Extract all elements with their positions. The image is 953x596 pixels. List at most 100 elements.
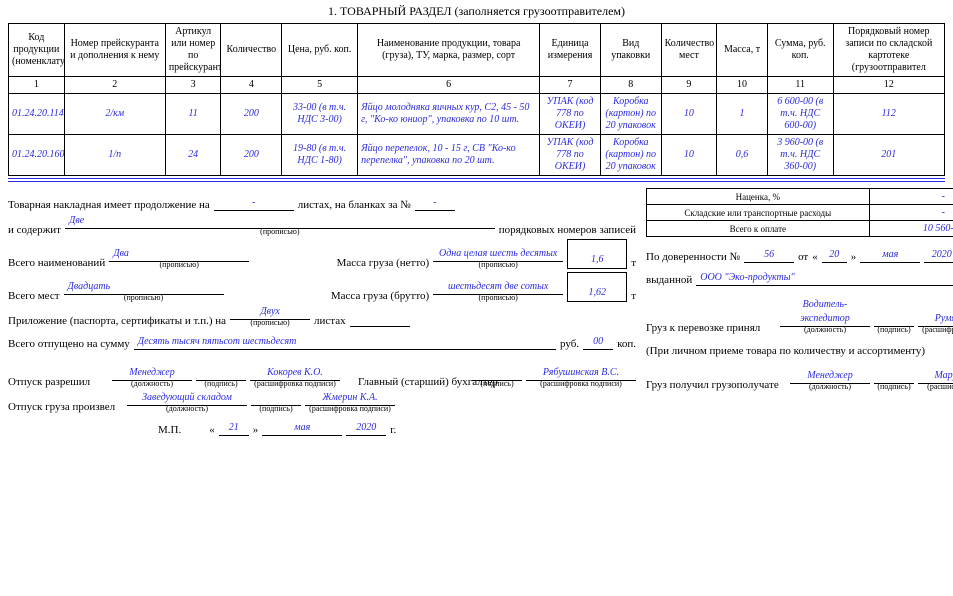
- recv-prefix: Груз получил грузополучате: [646, 379, 786, 391]
- table-row: 01.24.20.1142/км1120033-00 (в т.ч. НДС 3…: [9, 94, 945, 135]
- personal: (При личном приеме товара по количеству …: [646, 345, 925, 357]
- cell: 1: [717, 94, 768, 135]
- sig-cap: (подпись): [480, 380, 513, 388]
- dov-ot: от: [798, 251, 808, 263]
- chief: Главный (старший) бухгалтер: [358, 376, 468, 388]
- n2: 2: [64, 77, 165, 94]
- n9: 9: [661, 77, 717, 94]
- month: мая: [262, 421, 342, 436]
- cell: 1/п: [64, 135, 165, 176]
- cell: 0,6: [717, 135, 768, 176]
- goods-table: Код продукции (номенклатурный Номер прей…: [8, 23, 945, 176]
- table-row: 01.24.20.1601/п2420019-80 (в т.ч. НДС 1-…: [9, 135, 945, 176]
- year: 2020: [346, 421, 386, 436]
- name-cap: (расшифровка подписи): [922, 326, 953, 334]
- mass-net: Масса груза (нетто): [337, 257, 430, 269]
- dov-year: 2020: [924, 248, 953, 263]
- transport-val: -: [869, 205, 953, 221]
- h12: Порядковый номер записи по складской кар…: [833, 24, 944, 77]
- cell: 11: [165, 94, 221, 135]
- q1: «: [209, 424, 215, 436]
- propisyu-cap: (прописью): [124, 294, 163, 302]
- mass-gross-num: 1,62: [567, 272, 627, 302]
- pos-cap: (должность): [809, 383, 851, 391]
- cell: 3 960-00 (в т.ч. НДС 360-00): [767, 135, 833, 176]
- kop-val: 00: [583, 335, 613, 350]
- pos-cap: (должность): [166, 405, 208, 413]
- h5: Цена, руб. коп.: [282, 24, 358, 77]
- h11: Сумма, руб. коп.: [767, 24, 833, 77]
- n11: 11: [767, 77, 833, 94]
- contains-suffix: порядковых номеров записей: [499, 224, 636, 236]
- n1: 1: [9, 77, 65, 94]
- cell: 112: [833, 94, 944, 135]
- cell: 24: [165, 135, 221, 176]
- q2: »: [253, 424, 259, 436]
- h10: Масса, т: [717, 24, 768, 77]
- n4: 4: [221, 77, 282, 94]
- cont-prefix: Товарная накладная имеет продолжение на: [8, 199, 210, 211]
- q1: «: [812, 251, 818, 263]
- sig-cap: (подпись): [877, 383, 910, 391]
- cell: Яйцо молодняка яичных кур, С2, 45 - 50 г…: [358, 94, 540, 135]
- n8: 8: [600, 77, 661, 94]
- attach-suffix: листах: [314, 315, 346, 327]
- h4: Количество: [221, 24, 282, 77]
- h7: Единица измерения: [540, 24, 601, 77]
- cont-dash2: -: [415, 196, 455, 211]
- cell: 33-00 (в т.ч. НДС 3-00): [282, 94, 358, 135]
- cell: УПАК (код 778 по ОКЕИ): [540, 135, 601, 176]
- markup-label: Наценка, %: [647, 189, 870, 205]
- issued-val: ООО "Эко-продукты": [696, 271, 953, 286]
- sig-cap: (подпись): [204, 380, 237, 388]
- accept-pos: Водитель-экспедитор: [780, 298, 870, 327]
- places-prefix: Всего мест: [8, 290, 60, 302]
- h6: Наименование продукции, товара (груза), …: [358, 24, 540, 77]
- dov-month: мая: [860, 248, 920, 263]
- cell: 200: [221, 94, 282, 135]
- accept-prefix: Груз к перевозке принял: [646, 322, 776, 334]
- dov-day: 20: [822, 248, 847, 263]
- h9: Количество мест: [661, 24, 717, 77]
- section-title: 1. ТОВАРНЫЙ РАЗДЕЛ (заполняется грузоотп…: [8, 4, 945, 19]
- name-cap: (расшифровка подписи): [309, 405, 391, 413]
- divider: [8, 178, 945, 179]
- h3: Артикул или номер по прейскуранту: [165, 24, 221, 77]
- q2: »: [851, 251, 857, 263]
- day: 21: [219, 421, 249, 436]
- rub: руб.: [560, 338, 579, 350]
- propisyu-cap: (прописью): [250, 319, 289, 327]
- transport-label: Складские или транспортные расходы: [647, 205, 870, 221]
- attach-prefix: Приложение (паспорта, сертификаты и т.п.…: [8, 315, 226, 327]
- mass-gross: Масса груза (брутто): [331, 290, 429, 302]
- cont-mid: листах, на бланках за №: [298, 199, 411, 211]
- sig-cap: (подпись): [877, 326, 910, 334]
- total-val: 10 560-00: [869, 221, 953, 237]
- h8: Вид упаковки: [600, 24, 661, 77]
- kop: коп.: [617, 338, 636, 350]
- sig-cap: (подпись): [259, 405, 292, 413]
- cell: 01.24.20.160: [9, 135, 65, 176]
- cell: 10: [661, 135, 717, 176]
- cont-dash: -: [214, 196, 294, 211]
- cell: Коробка (картон) по 20 упаковок: [600, 94, 661, 135]
- n6: 6: [358, 77, 540, 94]
- propisyu-cap: (прописью): [260, 228, 299, 236]
- t: т: [631, 290, 636, 302]
- cell: Коробка (картон) по 20 упаковок: [600, 135, 661, 176]
- cell: 01.24.20.114: [9, 94, 65, 135]
- n12: 12: [833, 77, 944, 94]
- markup-val: -: [869, 189, 953, 205]
- propisyu-cap: (прописью): [479, 261, 518, 269]
- pos-cap: (должность): [131, 380, 173, 388]
- h2: Номер прейскуранта и дополнения к нему: [64, 24, 165, 77]
- divider: [8, 181, 945, 182]
- done-prefix: Отпуск груза произвел: [8, 401, 123, 413]
- total-label: Всего к оплате: [647, 221, 870, 237]
- cell: 19-80 (в т.ч. НДС 1-80): [282, 135, 358, 176]
- issued-prefix: выданной: [646, 274, 692, 286]
- propisyu-cap: (прописью): [160, 261, 199, 269]
- t: т: [631, 257, 636, 269]
- n5: 5: [282, 77, 358, 94]
- propisyu-cap: (прописью): [479, 294, 518, 302]
